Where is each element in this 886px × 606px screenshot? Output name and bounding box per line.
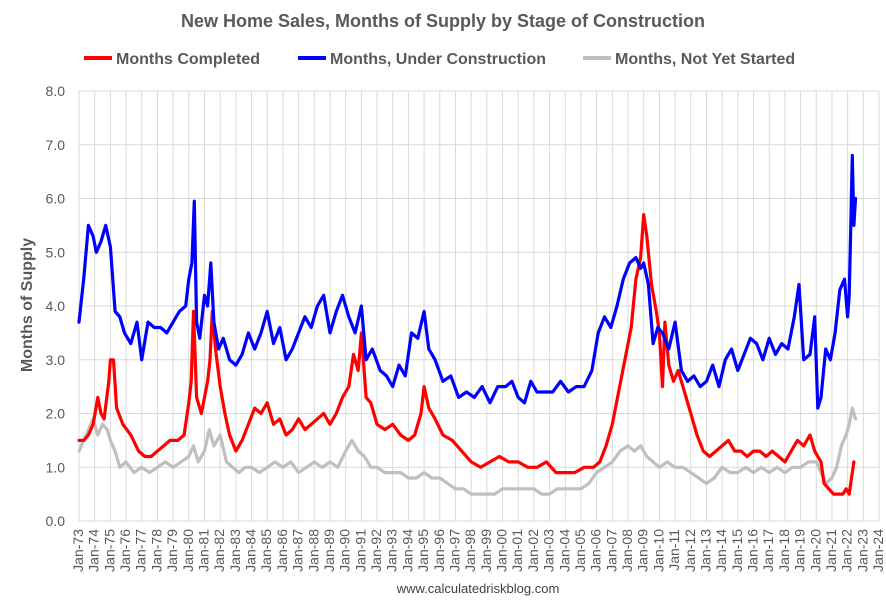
- x-tick-label: Jan-12: [682, 529, 698, 572]
- x-tick-label: Jan-79: [164, 529, 180, 572]
- x-tick-label: Jan-98: [462, 529, 478, 572]
- x-tick-label: Jan-14: [713, 529, 729, 572]
- x-tick-label: Jan-03: [541, 529, 557, 572]
- x-tick-label: Jan-08: [619, 529, 635, 572]
- series-line-under-construction: [77, 153, 858, 410]
- gridlines: [78, 90, 880, 522]
- y-axis-label: Months of Supply: [19, 238, 36, 372]
- x-tick-label: Jan-22: [839, 529, 855, 572]
- legend-label-not-yet-started: Months, Not Yet Started: [615, 51, 795, 68]
- x-tick-label: Jan-94: [399, 529, 415, 572]
- x-tick-label: Jan-18: [776, 529, 792, 572]
- x-tick-label: Jan-24: [870, 529, 886, 572]
- series-line-not-yet-started: [77, 406, 858, 496]
- source-credit: www.calculatedriskblog.com: [396, 581, 560, 596]
- y-tick-label: 7.0: [46, 137, 66, 153]
- x-tick-label: Jan-87: [290, 529, 306, 572]
- x-tick-label: Jan-90: [337, 529, 353, 572]
- x-tick-label: Jan-89: [321, 529, 337, 572]
- x-tick-label: Jan-96: [431, 529, 447, 572]
- x-tick-label: Jan-92: [368, 529, 384, 572]
- x-tick-label: Jan-91: [352, 529, 368, 572]
- x-axis-ticks: Jan-73 Jan-74 Jan-75 Jan-76 Jan-77 Jan-78 Jan-…: [70, 529, 886, 572]
- x-tick-label: Jan-85: [258, 529, 274, 572]
- x-tick-label: Jan-17: [760, 529, 776, 572]
- series-lines: [77, 153, 858, 496]
- x-tick-label: Jan-81: [195, 529, 211, 572]
- x-tick-label: Jan-95: [415, 529, 431, 572]
- x-tick-label: Jan-13: [697, 529, 713, 572]
- x-tick-label: Jan-80: [180, 529, 196, 572]
- x-tick-label: Jan-07: [603, 529, 619, 572]
- x-tick-label: Jan-73: [70, 529, 86, 572]
- x-tick-label: Jan-05: [572, 529, 588, 572]
- x-tick-label: Jan-88: [305, 529, 321, 572]
- x-tick-label: Jan-77: [133, 529, 149, 572]
- x-tick-label: Jan-10: [650, 529, 666, 572]
- x-tick-label: Jan-02: [525, 529, 541, 572]
- chart-title: New Home Sales, Months of Supply by Stag…: [181, 11, 705, 31]
- x-tick-label: Jan-86: [274, 529, 290, 572]
- x-tick-label: Jan-78: [148, 529, 164, 572]
- y-tick-label: 6.0: [46, 191, 66, 207]
- x-tick-label: Jan-74: [86, 529, 102, 572]
- series-line-months-completed: [77, 213, 856, 496]
- x-tick-label: Jan-76: [117, 529, 133, 572]
- x-tick-label: Jan-16: [745, 529, 761, 572]
- x-tick-label: Jan-21: [823, 529, 839, 572]
- x-tick-label: Jan-04: [556, 529, 572, 572]
- x-tick-label: Jan-09: [635, 529, 651, 572]
- y-tick-label: 1.0: [46, 459, 66, 475]
- x-tick-label: Jan-11: [666, 529, 682, 571]
- x-tick-label: Jan-93: [384, 529, 400, 572]
- x-tick-label: Jan-75: [101, 529, 117, 572]
- y-axis-ticks: 0.0 1.0 2.0 3.0 4.0 5.0 6.0 7.0 8.0: [46, 83, 66, 529]
- legend-label-completed: Months Completed: [116, 51, 260, 68]
- x-tick-label: Jan-84: [243, 529, 259, 572]
- x-tick-label: Jan-00: [494, 529, 510, 572]
- x-tick-label: Jan-15: [729, 529, 745, 572]
- x-tick-label: Jan-82: [211, 529, 227, 572]
- x-tick-label: Jan-01: [509, 529, 525, 572]
- y-tick-label: 0.0: [46, 513, 66, 529]
- x-tick-label: Jan-20: [807, 529, 823, 572]
- y-tick-label: 4.0: [46, 298, 66, 314]
- x-tick-label: Jan-97: [446, 529, 462, 572]
- legend-label-under-construction: Months, Under Construction: [330, 51, 546, 68]
- y-tick-label: 5.0: [46, 244, 66, 260]
- y-tick-label: 2.0: [46, 406, 66, 422]
- legend: Months Completed Months, Under Construct…: [84, 51, 795, 68]
- y-tick-label: 3.0: [46, 352, 66, 368]
- x-tick-label: Jan-23: [854, 529, 870, 572]
- x-tick-label: Jan-99: [478, 529, 494, 572]
- x-tick-label: Jan-83: [227, 529, 243, 572]
- x-tick-label: Jan-06: [588, 529, 604, 572]
- x-tick-label: Jan-19: [792, 529, 808, 572]
- y-tick-label: 8.0: [46, 83, 66, 99]
